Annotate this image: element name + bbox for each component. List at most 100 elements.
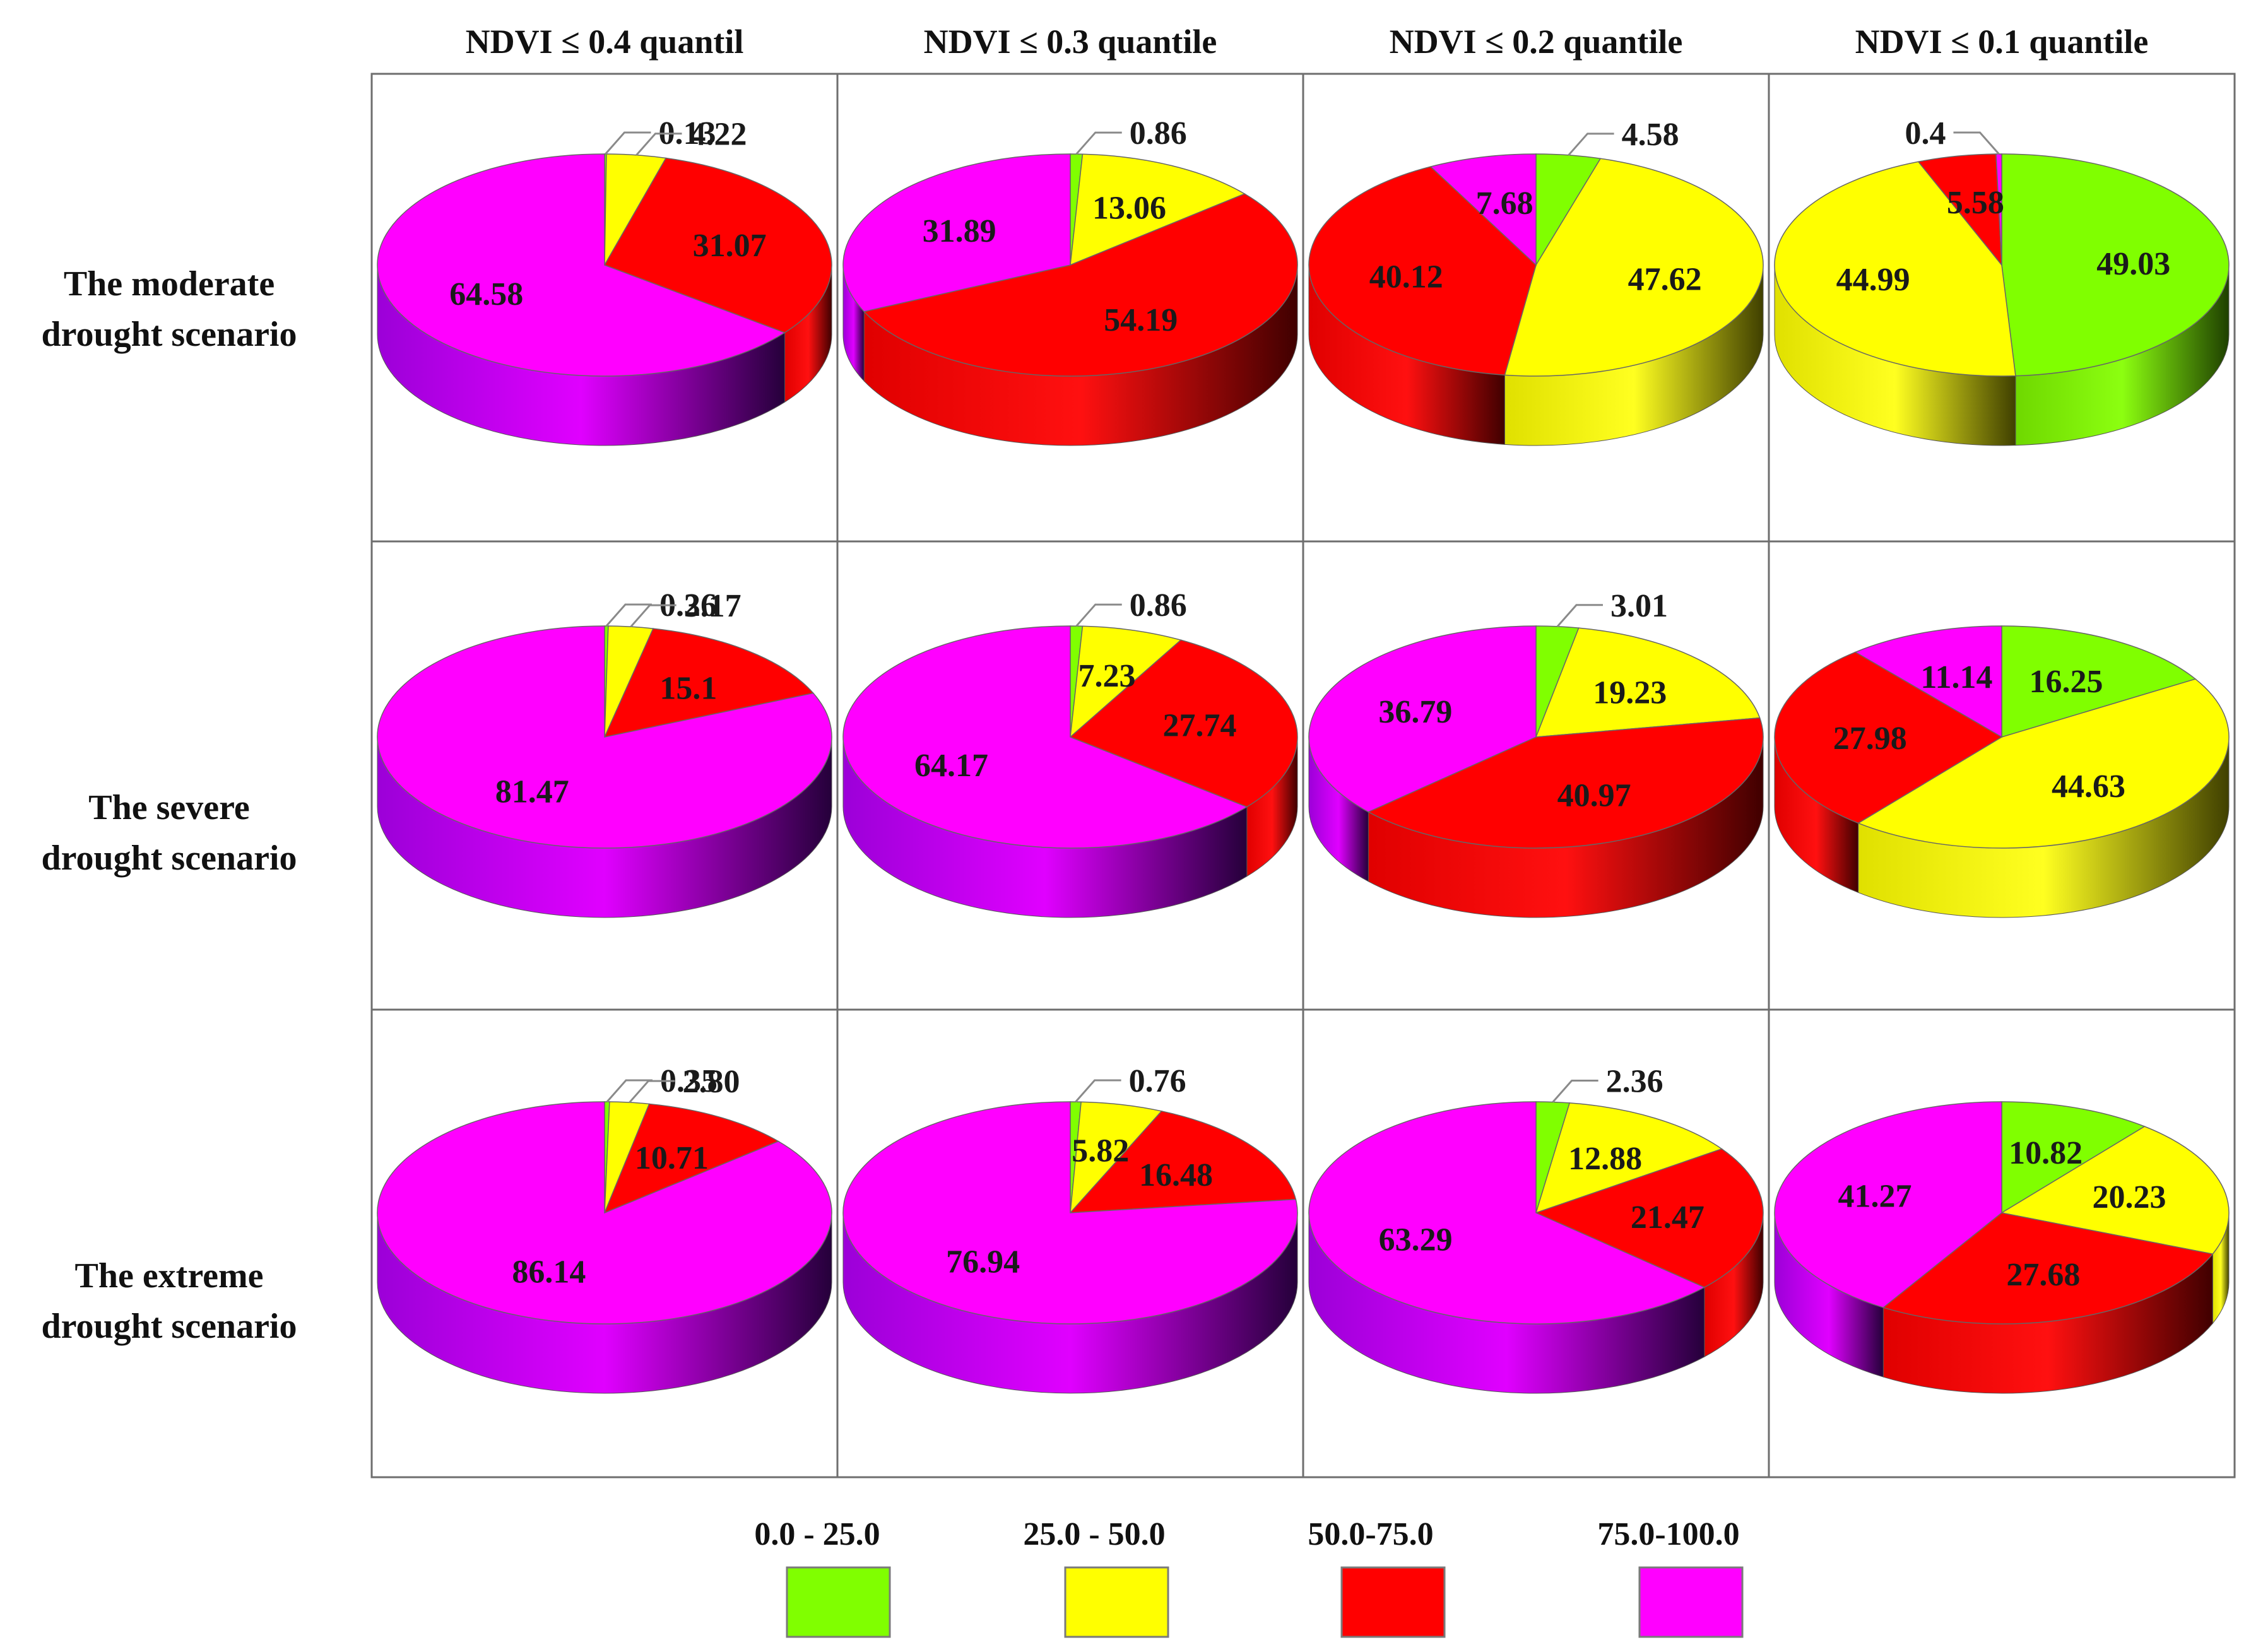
pie-slice-75-100 <box>842 1101 1298 1325</box>
pie-slice-50-75 <box>1308 166 1537 376</box>
legend-swatch-50-75 <box>1340 1566 1446 1638</box>
pie-slice-25-50 <box>1535 1102 1723 1214</box>
leader-line-0-25 <box>1075 603 1122 627</box>
data-label-0-25: 16.25 <box>2029 664 2103 700</box>
pie-slice-75-100 <box>377 153 786 377</box>
row-title-1-line-1: The moderate <box>64 264 275 304</box>
data-label-25-50: 44.99 <box>1836 262 1910 298</box>
pie-r3-c3: 2.36 12.88 21.47 63.29 <box>1308 1063 1764 1394</box>
leader-line-0-25 <box>1552 1079 1598 1103</box>
legend-swatch-75-100 <box>1638 1566 1744 1638</box>
legend-label-0-25: 0.0 - 25.0 <box>754 1516 880 1552</box>
pie-slice-50-75 <box>1774 651 2003 824</box>
data-label-0-25: 49.03 <box>2096 246 2170 282</box>
leader-line-25-50 <box>630 604 676 628</box>
row-title-2-line-2: drought scenario <box>42 839 297 878</box>
data-label-25-50: 12.88 <box>1568 1141 1642 1177</box>
data-label-75-100: 11.14 <box>1920 659 1992 695</box>
pie-slice-75-100 <box>377 625 832 849</box>
pie-r3-c2: 0.765.82 16.48 76.94 <box>842 1063 1298 1394</box>
pie-slice-0-25 <box>2001 625 2197 738</box>
data-label-50-75: 40.12 <box>1369 259 1443 295</box>
pie-slice-25-50 <box>1774 161 2016 377</box>
pie-r3-c4: 10.82 20.23 27.68 41.27 <box>1774 1101 2230 1394</box>
legend-label-50-75: 50.0-75.0 <box>1308 1516 1433 1552</box>
leader-line-25-50 <box>629 1080 675 1104</box>
data-label-75-100: 31.89 <box>923 213 996 249</box>
column-title-4: NDVI ≤ 0.1 quantile <box>1855 23 2149 61</box>
pie-slice-50-75 <box>1069 639 1298 808</box>
data-label-50-75: 5.58 <box>1947 185 2004 221</box>
pie-slice-50-75 <box>1367 717 1764 849</box>
data-label-75-100: 41.27 <box>1838 1178 1912 1214</box>
pie-r2-c4: 16.25 44.63 27.98 11.14 <box>1774 625 2230 918</box>
data-label-25-50: 5.82 <box>1072 1133 1129 1169</box>
data-label-50-75: 15.1 <box>659 670 717 706</box>
pie-slice-75-100 <box>1308 1101 1706 1325</box>
legend: 0.0 - 25.0 25.0 - 50.0 50.0-75.0 75.0-10… <box>754 1516 1744 1638</box>
pie-slice-0-25 <box>2001 1101 2146 1214</box>
leader-line-0-25 <box>606 1079 653 1103</box>
data-label-75-100: 36.79 <box>1378 694 1452 730</box>
data-label-0-25: 0.76 <box>1129 1063 1186 1099</box>
data-label-50-75: 10.71 <box>635 1140 709 1176</box>
titles-layer: NDVI ≤ 0.4 quantil NDVI ≤ 0.3 quantile N… <box>42 23 2149 1346</box>
data-label-75-100: 63.29 <box>1379 1222 1453 1258</box>
data-label-0-25: 10.82 <box>2009 1135 2083 1171</box>
pie-slice-25-50 <box>1070 153 1246 266</box>
leader-line-0-25 <box>1075 1079 1121 1103</box>
data-label-25-50: 4.22 <box>690 117 747 153</box>
column-title-2: NDVI ≤ 0.3 quantile <box>924 23 1217 61</box>
data-label-0-25: 0.86 <box>1130 115 1187 151</box>
row-title-3-line-1: The extreme <box>74 1256 263 1295</box>
data-label-0-25: 3.01 <box>1610 588 1668 624</box>
pie-slice-50-75 <box>603 1103 780 1214</box>
legend-label-75-100: 75.0-100.0 <box>1597 1516 1739 1552</box>
pie-slice-75-100 <box>1429 153 1537 266</box>
leader-line-75-100 <box>1953 131 2000 155</box>
data-label-50-75: 40.97 <box>1557 778 1631 814</box>
legend-swatch-25-50 <box>1064 1566 1169 1638</box>
data-label-75-100: 76.94 <box>946 1244 1020 1280</box>
pie-slice-75-100 <box>1774 1101 2002 1309</box>
pie-slice-50-75 <box>1534 1148 1764 1288</box>
data-label-50-75: 27.98 <box>1833 721 1907 757</box>
pie-r1-c4: 49.03 44.99 5.580.4 <box>1774 115 2230 446</box>
pie-slice-25-50 <box>1070 1101 1163 1215</box>
leader-line-0-25 <box>1556 604 1603 627</box>
column-title-3: NDVI ≤ 0.2 quantile <box>1390 23 1683 61</box>
data-label-75-100: 0.4 <box>1905 115 1946 151</box>
data-label-75-100: 64.17 <box>914 748 988 784</box>
pie-slice-50-75 <box>863 193 1298 377</box>
pie-slice-50-75 <box>1882 1212 2214 1325</box>
data-label-75-100: 86.14 <box>512 1254 586 1290</box>
pie-slice-25-50 <box>1504 158 1764 377</box>
pie-slice-50-75 <box>1069 1111 1297 1213</box>
panel-grid <box>370 73 2236 1478</box>
data-label-25-50: 47.62 <box>1628 262 1702 298</box>
data-label-50-75: 27.74 <box>1163 708 1237 744</box>
data-label-25-50: 2.80 <box>683 1064 740 1100</box>
pies-layer: 0.134.2231.0764.580.8613.0654.1931.894.5… <box>377 115 2230 1394</box>
pie-slice-75-100 <box>1854 625 2002 738</box>
pie-slice-25-50 <box>1857 678 2230 849</box>
data-label-50-75: 16.48 <box>1139 1157 1213 1193</box>
data-label-25-50: 44.63 <box>2052 769 2125 805</box>
pie-slice-0-25 <box>2001 153 2230 377</box>
pie-slice-50-75 <box>603 157 832 334</box>
data-label-0-25: 2.36 <box>1606 1063 1663 1099</box>
leader-line-0-25 <box>1075 131 1122 155</box>
data-label-50-75: 27.68 <box>2006 1257 2080 1293</box>
leader-line-25-50 <box>635 133 682 156</box>
row-title-2-line-1: The severe <box>88 788 250 827</box>
pie-r1-c2: 0.86 13.06 54.19 31.89 <box>842 115 1298 446</box>
pie-slice-25-50 <box>1070 625 1182 738</box>
pie-r2-c2: 0.86 7.23 27.74 64.17 <box>842 587 1298 918</box>
pie-r1-c3: 4.58 47.62 40.12 7.68 <box>1308 117 1764 446</box>
column-title-1: NDVI ≤ 0.4 quantil <box>466 23 744 61</box>
data-label-25-50: 7.23 <box>1078 658 1135 694</box>
legend-label-25-50: 25.0 - 50.0 <box>1023 1516 1165 1552</box>
data-label-75-100: 81.47 <box>495 774 569 810</box>
